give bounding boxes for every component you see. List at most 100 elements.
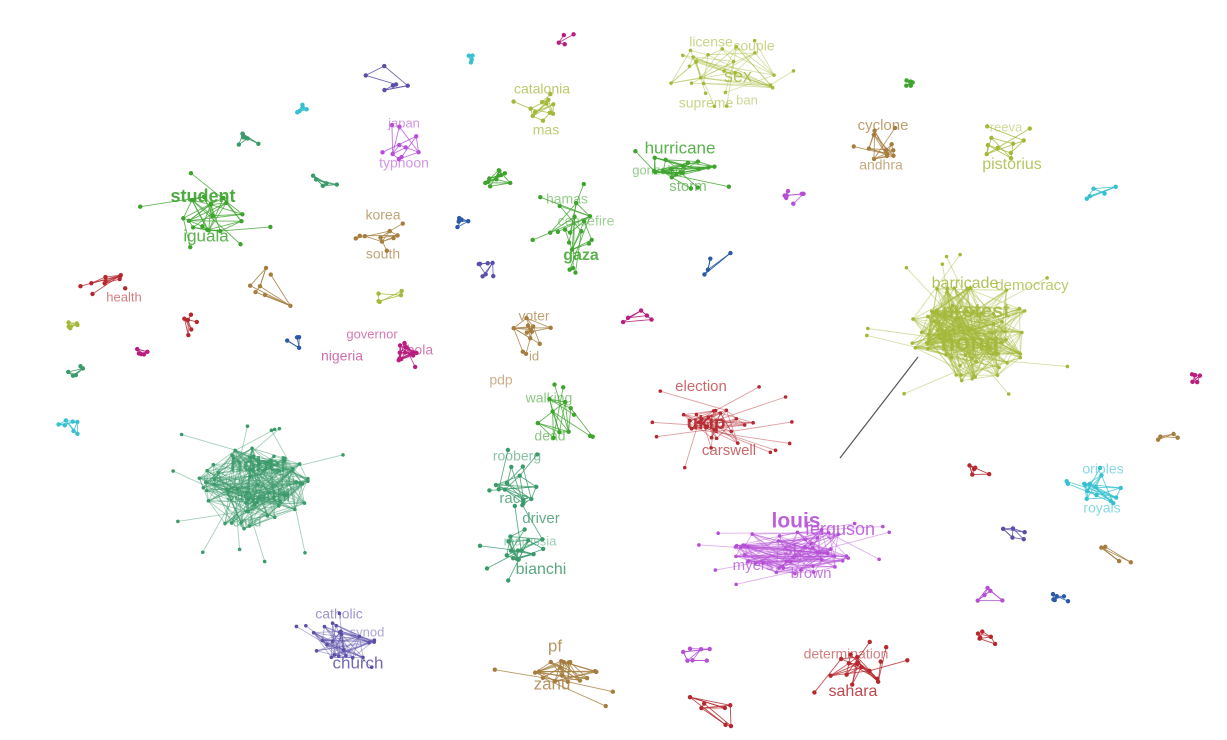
edge	[322, 639, 344, 651]
edge	[970, 287, 1021, 355]
edge	[973, 311, 993, 334]
label-myers: myers	[733, 557, 774, 574]
edge	[817, 537, 822, 560]
edge	[762, 562, 835, 568]
edge	[800, 555, 835, 571]
edge	[554, 661, 562, 682]
edge	[914, 291, 948, 349]
edge	[987, 348, 1020, 354]
edge	[359, 636, 370, 644]
node	[718, 411, 723, 415]
node	[768, 83, 773, 87]
edge	[744, 545, 828, 555]
edge	[931, 311, 976, 378]
node	[230, 453, 234, 457]
edge	[961, 348, 988, 381]
node	[706, 53, 710, 57]
node	[713, 568, 718, 572]
edge	[956, 311, 975, 340]
edge	[979, 638, 996, 645]
edge	[949, 288, 968, 335]
edge	[817, 533, 839, 554]
node	[512, 503, 518, 509]
node	[712, 104, 717, 109]
edge	[554, 670, 596, 682]
node	[965, 309, 969, 313]
node	[770, 85, 775, 90]
node	[1004, 288, 1009, 293]
node	[1192, 373, 1198, 378]
edge	[973, 311, 1000, 368]
edge	[812, 560, 843, 567]
edge	[805, 537, 818, 541]
node	[702, 272, 707, 277]
node	[530, 237, 535, 243]
edge	[683, 414, 745, 426]
edge	[684, 422, 699, 468]
node	[963, 353, 968, 358]
edge	[744, 545, 791, 563]
edge	[964, 290, 1007, 356]
edge	[736, 46, 771, 86]
node	[812, 690, 817, 695]
cluster-ferguson	[697, 521, 892, 587]
edge	[258, 484, 288, 496]
edge	[873, 127, 896, 160]
node	[372, 640, 376, 644]
edge	[936, 309, 993, 334]
label-student: student	[171, 186, 236, 206]
node	[816, 550, 820, 555]
edge	[569, 215, 591, 233]
node	[519, 548, 524, 553]
edge	[748, 535, 780, 562]
cluster-m12	[247, 265, 293, 309]
edge	[1089, 186, 1116, 197]
node	[477, 543, 483, 548]
edge	[210, 202, 227, 205]
edge	[245, 476, 251, 504]
edge	[701, 707, 726, 726]
edge	[199, 447, 253, 479]
node	[245, 491, 249, 495]
edge	[227, 470, 280, 492]
node	[1093, 485, 1099, 490]
edge	[731, 421, 792, 432]
node	[206, 499, 211, 503]
edge	[936, 310, 947, 355]
node	[925, 342, 930, 346]
edge	[549, 398, 566, 403]
edge	[946, 352, 1020, 356]
node	[532, 670, 538, 675]
bridge-edge	[839, 356, 919, 459]
label-orioles: orioles	[1082, 461, 1123, 477]
cluster-japan	[380, 122, 421, 162]
node	[990, 331, 994, 335]
node	[272, 515, 277, 520]
node	[1000, 319, 1004, 324]
node	[350, 655, 355, 660]
edge	[326, 644, 364, 658]
edge	[927, 316, 952, 341]
node	[989, 135, 994, 141]
edge	[932, 287, 972, 313]
node	[658, 389, 663, 393]
edge	[953, 330, 1010, 395]
node	[706, 415, 711, 420]
node	[855, 654, 860, 660]
edge	[534, 672, 556, 682]
edge	[755, 537, 818, 564]
edge	[224, 501, 258, 524]
edge	[379, 290, 402, 303]
edge	[953, 287, 982, 314]
edge	[345, 636, 360, 657]
node	[397, 350, 403, 355]
edge	[991, 332, 999, 354]
node	[268, 272, 274, 277]
edge	[926, 311, 957, 344]
edge	[821, 526, 883, 531]
edge	[939, 310, 968, 339]
node	[249, 455, 253, 460]
label-ukip: ukip	[686, 413, 725, 434]
node	[494, 177, 499, 182]
edge	[814, 658, 842, 693]
